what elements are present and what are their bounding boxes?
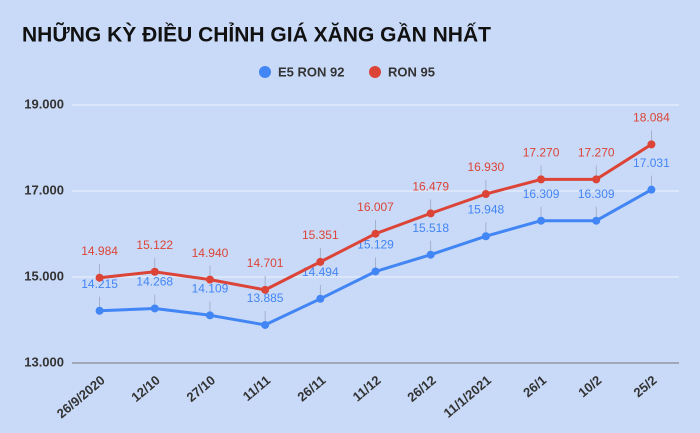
point xyxy=(426,209,435,218)
point xyxy=(481,232,490,241)
x-tick-label: 11/11 xyxy=(240,372,273,403)
value-label: 16.309 xyxy=(523,187,560,201)
point xyxy=(647,140,656,149)
value-label: 16.007 xyxy=(357,200,394,214)
value-label: 15.518 xyxy=(412,221,449,235)
value-label: 17.270 xyxy=(523,146,560,160)
x-tick-label: 10/2 xyxy=(575,372,604,400)
value-label: 14.940 xyxy=(192,246,229,260)
value-label: 16.479 xyxy=(412,180,449,194)
value-label: 15.129 xyxy=(357,238,394,252)
point xyxy=(481,190,490,199)
value-label: 14.984 xyxy=(81,244,118,258)
legend-swatch xyxy=(259,66,271,78)
value-label: 17.031 xyxy=(633,156,670,170)
value-label: 14.109 xyxy=(192,281,229,295)
x-tick-label: 27/10 xyxy=(184,372,219,404)
point xyxy=(261,285,270,294)
point xyxy=(150,267,159,276)
x-tick-label: 12/10 xyxy=(128,372,163,404)
point xyxy=(592,175,601,184)
point xyxy=(150,304,159,313)
x-tick-label: 11/12 xyxy=(350,372,384,404)
legend-label: E5 RON 92 xyxy=(278,64,344,79)
value-label: 18.084 xyxy=(633,111,670,125)
point xyxy=(371,267,380,276)
y-tick-label: 17.000 xyxy=(24,182,64,197)
value-label: 17.270 xyxy=(578,146,615,160)
chart-title: NHỮNG KỲ ĐIỀU CHỈNH GIÁ XĂNG GẦN NHẤT xyxy=(22,23,491,47)
x-tick-label: 11/1/2021 xyxy=(441,372,494,420)
value-label: 16.309 xyxy=(578,187,615,201)
value-label: 15.351 xyxy=(302,228,339,242)
point xyxy=(261,320,270,329)
point xyxy=(537,216,546,225)
point xyxy=(316,294,325,303)
x-tick-label: 26/1 xyxy=(520,372,549,400)
value-label: 13.885 xyxy=(247,291,284,305)
value-label: 15.948 xyxy=(468,202,505,216)
value-label: 14.215 xyxy=(81,277,118,291)
point xyxy=(316,257,325,266)
value-label: 14.494 xyxy=(302,265,339,279)
point xyxy=(205,311,214,320)
point xyxy=(205,275,214,284)
x-tick-label: 25/2 xyxy=(631,372,660,400)
x-tick-label: 26/12 xyxy=(404,372,439,404)
point xyxy=(592,216,601,225)
y-tick-label: 19.000 xyxy=(24,96,64,111)
value-label: 15.122 xyxy=(136,238,173,252)
point xyxy=(647,185,656,194)
x-tick-label: 26/11 xyxy=(294,372,328,404)
value-label: 14.701 xyxy=(247,256,284,270)
x-tick-label: 26/9/2020 xyxy=(54,372,108,421)
y-tick-label: 13.000 xyxy=(24,354,64,369)
value-label: 16.930 xyxy=(468,160,505,174)
point xyxy=(426,250,435,259)
legend-label: RON 95 xyxy=(388,64,435,79)
point xyxy=(95,306,104,315)
legend-swatch xyxy=(369,66,381,78)
point xyxy=(371,229,380,238)
y-tick-label: 15.000 xyxy=(24,268,64,283)
value-label: 14.268 xyxy=(136,275,173,289)
point xyxy=(95,273,104,282)
point xyxy=(537,175,546,184)
